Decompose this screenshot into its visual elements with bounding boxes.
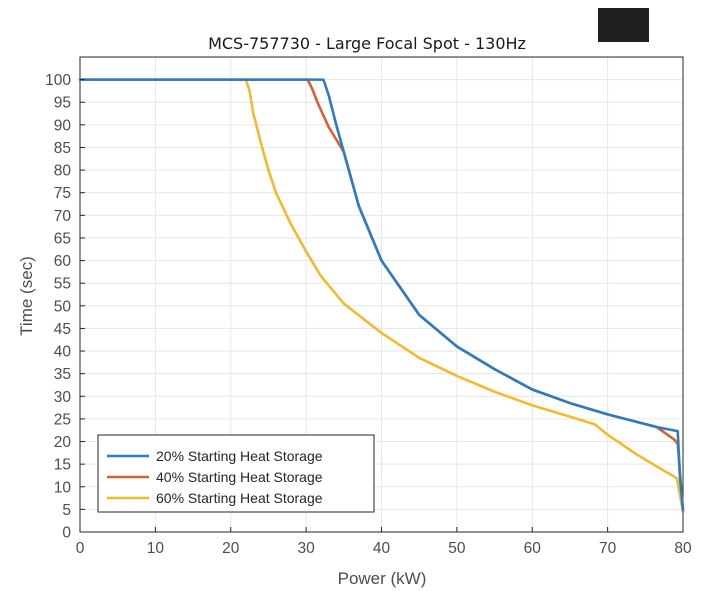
x-tick-label: 80 — [674, 540, 692, 557]
y-tick-label: 55 — [54, 276, 71, 293]
legend: 20% Starting Heat Storage 40% Starting He… — [97, 434, 375, 513]
series-line — [78, 78, 685, 511]
legend-label: 40% Starting Heat Storage — [156, 469, 323, 485]
y-tick-label: 20 — [54, 434, 72, 451]
x-tick-label: 70 — [599, 540, 617, 557]
series-line — [78, 78, 685, 513]
y-axis-ticks: 0 5 10 15 20 25 30 35 40 45 50 55 60 65 70 75 80 85 90 95 10… — [45, 72, 85, 542]
legend-label: 60% Starting Heat Storage — [156, 490, 323, 506]
x-axis-label: Power (kW) — [338, 569, 427, 588]
y-tick-label: 50 — [54, 298, 72, 315]
x-tick-label: 0 — [76, 540, 85, 557]
y-tick-label: 85 — [54, 140, 71, 157]
x-tick-label: 20 — [222, 540, 240, 557]
y-tick-label: 45 — [54, 321, 71, 338]
y-tick-label: 5 — [62, 502, 71, 519]
y-tick-label: 80 — [54, 163, 72, 180]
x-tick-label: 60 — [524, 540, 542, 557]
x-axis-ticks: 0 10 20 30 40 50 60 70 80 — [76, 527, 692, 557]
y-tick-label: 75 — [54, 185, 71, 202]
y-tick-label: 25 — [54, 411, 71, 428]
y-tick-label: 15 — [54, 457, 71, 474]
y-tick-label: 65 — [54, 230, 71, 247]
y-tick-label: 100 — [45, 72, 71, 89]
y-tick-label: 0 — [62, 525, 71, 542]
y-axis-label: Time (sec) — [17, 256, 36, 336]
x-tick-label: 10 — [147, 540, 165, 557]
y-tick-label: 30 — [54, 389, 72, 406]
chart-title: MCS-757730 - Large Focal Spot - 130Hz — [208, 34, 526, 53]
corner-block — [598, 8, 649, 42]
x-tick-label: 50 — [448, 540, 466, 557]
series-lines — [78, 78, 685, 513]
y-tick-label: 70 — [54, 208, 72, 225]
y-tick-label: 60 — [54, 253, 72, 270]
y-tick-label: 35 — [54, 366, 71, 383]
x-tick-label: 30 — [298, 540, 316, 557]
y-tick-label: 90 — [54, 117, 72, 134]
y-tick-label: 10 — [54, 479, 72, 496]
legend-label: 20% Starting Heat Storage — [156, 448, 323, 464]
y-tick-label: 40 — [54, 344, 72, 361]
y-tick-label: 95 — [54, 95, 71, 112]
x-tick-label: 40 — [373, 540, 391, 557]
